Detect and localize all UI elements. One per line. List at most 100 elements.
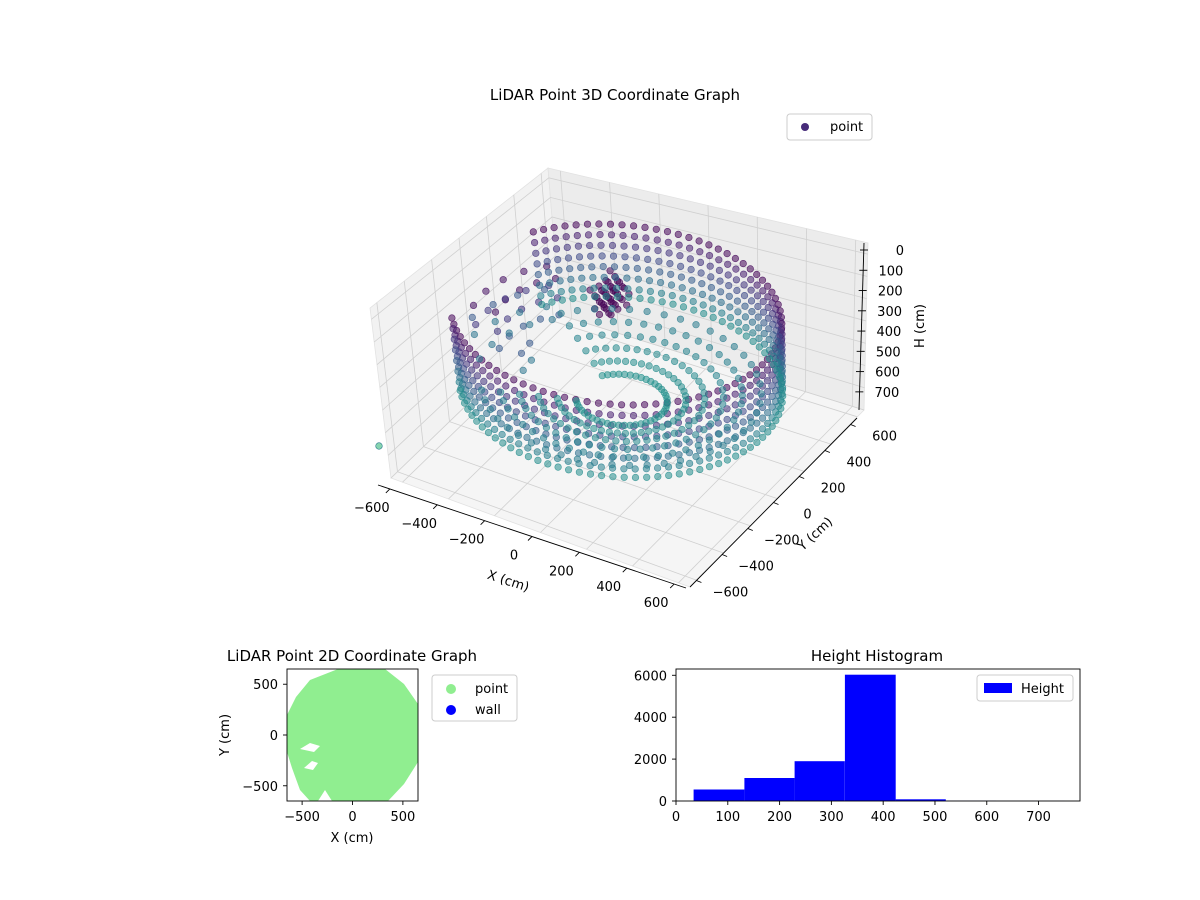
- point-3d: [664, 420, 673, 428]
- point-3d: [510, 376, 518, 384]
- point-3d: [660, 459, 668, 468]
- point-3d: [726, 314, 735, 322]
- point-3d: [561, 222, 569, 230]
- point-3d: [521, 412, 530, 420]
- point-3d: [622, 437, 631, 446]
- z-tick-label: 600: [875, 366, 900, 381]
- point-3d: [528, 428, 537, 436]
- point-3d: [654, 323, 663, 331]
- point-3d: [654, 473, 662, 481]
- point-3d: [631, 465, 639, 473]
- point-3d: [645, 277, 654, 285]
- grid-line-x-wall: [851, 240, 857, 407]
- point-3d: [741, 313, 750, 321]
- point-3d: [698, 290, 707, 299]
- point-3d: [612, 437, 620, 445]
- legend-2d: point wall: [431, 674, 518, 722]
- point-3d: [690, 306, 698, 314]
- point-3d: [741, 302, 749, 310]
- point-3d: [547, 289, 555, 298]
- point-3d: [620, 242, 628, 250]
- point-3d: [746, 392, 754, 400]
- point-3d: [566, 265, 574, 273]
- point-cloud-2d: [287, 669, 418, 801]
- point-3d: [655, 257, 663, 265]
- y-tick-mark: [747, 528, 753, 531]
- point-3d: [621, 253, 629, 261]
- point-3d: [495, 344, 503, 353]
- point-3d: [753, 292, 762, 300]
- point-3d: [754, 313, 762, 321]
- point-3d: [714, 245, 722, 253]
- point-3d: [753, 270, 761, 279]
- point-3d: [652, 425, 660, 434]
- point-3d: [643, 461, 651, 469]
- point-3d: [534, 271, 542, 279]
- point-3d: [449, 325, 457, 333]
- point-3d: [707, 273, 715, 281]
- point-3d: [564, 457, 572, 465]
- point-3d: [590, 458, 599, 467]
- point-3d: [526, 339, 534, 347]
- point-3d: [687, 265, 695, 274]
- point-3d: [716, 407, 724, 415]
- legend-3d-marker: [801, 123, 809, 131]
- point-3d: [565, 444, 573, 452]
- point-3d: [608, 241, 617, 250]
- point-3d: [678, 284, 686, 292]
- point-3d: [734, 374, 743, 383]
- point-3d: [591, 293, 599, 301]
- point-3d: [746, 424, 754, 432]
- point-3d: [665, 471, 673, 480]
- point-3d: [503, 423, 511, 432]
- point-3d: [608, 461, 616, 469]
- hist-x-tick-label: 200: [767, 810, 792, 825]
- point-3d: [759, 287, 767, 295]
- point-3d: [624, 318, 633, 327]
- y-tick-label: −600: [713, 586, 749, 601]
- point-3d: [747, 361, 755, 369]
- point-3d: [668, 449, 677, 457]
- plot-histogram: Height Histogram 0 100 200 300 400 500 600 7000…: [634, 647, 1081, 825]
- point-3d: [732, 276, 741, 284]
- point-3d: [686, 255, 694, 263]
- point-3d: [594, 318, 602, 326]
- point-3d: [450, 335, 458, 343]
- point-3d: [674, 230, 682, 238]
- point-3d: [604, 278, 612, 286]
- x-tick-mark: [527, 536, 533, 541]
- point-3d: [523, 433, 531, 442]
- point-3d: [493, 366, 501, 375]
- point-3d: [682, 446, 690, 454]
- point-3d: [700, 310, 708, 318]
- point-3d: [723, 415, 731, 424]
- point-3d: [755, 334, 763, 343]
- point-3d: [556, 277, 564, 285]
- point-3d: [458, 393, 466, 401]
- point-3d: [617, 401, 626, 409]
- point-3d: [539, 225, 548, 234]
- point-3d: [707, 365, 715, 373]
- point-3d: [636, 294, 644, 303]
- point-3d: [519, 366, 527, 375]
- point-3d: [656, 268, 664, 276]
- point-3d: [746, 443, 755, 451]
- point-3d: [594, 399, 603, 407]
- point-3d: [645, 362, 653, 370]
- point-3d: [607, 311, 615, 319]
- point-3d: [653, 464, 662, 472]
- point-3d: [514, 431, 523, 440]
- point-3d: [705, 411, 713, 420]
- point-3d: [631, 454, 639, 462]
- x-tick-mark: [432, 504, 438, 510]
- y-tick-label: −200: [764, 534, 800, 549]
- point-3d: [689, 297, 697, 306]
- point-cloud-3d: [375, 220, 787, 482]
- point-3d: [506, 435, 514, 443]
- point-3d: [600, 301, 608, 309]
- point-3d: [554, 463, 562, 471]
- point-3d: [598, 331, 606, 339]
- point-3d: [654, 452, 663, 460]
- point-3d: [768, 422, 776, 430]
